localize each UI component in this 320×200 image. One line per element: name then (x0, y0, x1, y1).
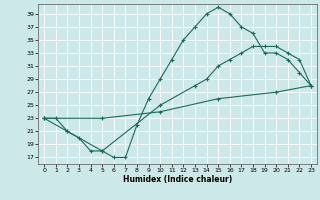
X-axis label: Humidex (Indice chaleur): Humidex (Indice chaleur) (123, 175, 232, 184)
